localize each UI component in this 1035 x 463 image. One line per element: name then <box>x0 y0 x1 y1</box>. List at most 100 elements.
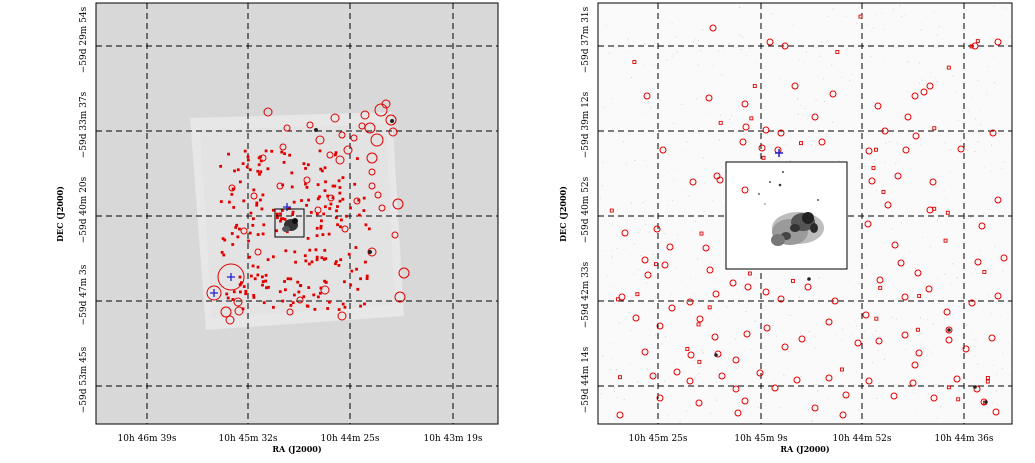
star <box>714 353 718 357</box>
source-marker <box>609 208 614 213</box>
source-marker <box>345 214 348 218</box>
source-marker <box>314 248 318 252</box>
noise-pixel <box>911 153 913 155</box>
noise-pixel <box>1002 352 1004 354</box>
noise-pixel <box>697 258 699 260</box>
noise-pixel <box>666 59 668 61</box>
noise-pixel <box>997 398 999 400</box>
noise-pixel <box>993 56 995 58</box>
noise-pixel <box>680 281 682 283</box>
star <box>390 119 394 123</box>
noise-pixel <box>800 332 802 334</box>
noise-pixel <box>823 326 825 328</box>
noise-pixel <box>664 380 666 382</box>
source-marker <box>236 235 240 239</box>
source-circle <box>296 296 304 304</box>
noise-pixel <box>993 364 995 366</box>
source-circle <box>370 133 384 147</box>
noise-pixel <box>643 64 645 66</box>
source-marker <box>881 189 886 194</box>
noise-pixel <box>702 157 704 159</box>
noise-pixel <box>966 139 968 141</box>
noise-pixel <box>811 144 813 146</box>
noise-pixel <box>646 369 648 371</box>
noise-pixel <box>936 219 938 221</box>
source-marker <box>985 379 990 384</box>
noise-pixel <box>908 339 910 341</box>
source-marker <box>326 194 330 198</box>
noise-pixel <box>805 51 807 53</box>
noise-pixel <box>800 375 802 377</box>
source-marker <box>338 186 342 189</box>
noise-pixel <box>965 421 967 423</box>
source-marker <box>247 239 250 243</box>
noise-pixel <box>798 296 800 298</box>
noise-pixel <box>925 247 927 249</box>
noise-pixel <box>999 316 1001 318</box>
source-marker <box>362 209 366 212</box>
noise-pixel <box>877 350 879 352</box>
noise-pixel <box>790 401 792 403</box>
source-circle <box>865 377 873 385</box>
noise-pixel <box>726 306 728 308</box>
noise-pixel <box>692 77 694 79</box>
noise-pixel <box>686 141 688 143</box>
source-marker <box>932 126 937 131</box>
noise-pixel <box>980 124 982 126</box>
noise-pixel <box>717 369 719 371</box>
noise-pixel <box>615 416 617 418</box>
source-circle <box>632 314 640 322</box>
noise-pixel <box>920 22 922 24</box>
source-marker <box>262 301 266 305</box>
noise-pixel <box>875 13 877 15</box>
source-circle <box>929 178 937 186</box>
noise-pixel <box>659 11 661 13</box>
source-circle <box>368 182 376 190</box>
source-marker <box>264 279 268 283</box>
source-circle <box>914 269 922 277</box>
source-marker <box>271 255 275 259</box>
noise-pixel <box>784 60 786 62</box>
noise-pixel <box>634 160 636 162</box>
noise-pixel <box>940 405 942 407</box>
noise-pixel <box>623 141 625 143</box>
noise-pixel <box>714 280 716 282</box>
noise-pixel <box>696 98 698 100</box>
noise-pixel <box>619 355 621 357</box>
noise-pixel <box>920 29 922 31</box>
noise-pixel <box>790 315 792 317</box>
noise-pixel <box>691 229 693 231</box>
noise-pixel <box>658 275 660 277</box>
noise-pixel <box>979 249 981 251</box>
noise-pixel <box>936 34 938 36</box>
noise-pixel <box>650 106 652 108</box>
noise-pixel <box>640 255 642 257</box>
noise-pixel <box>632 41 634 43</box>
noise-pixel <box>909 251 911 253</box>
noise-pixel <box>961 25 963 27</box>
source-marker <box>275 212 279 216</box>
source-marker <box>238 283 242 287</box>
star <box>314 128 318 132</box>
source-circle <box>865 147 873 155</box>
source-circle <box>673 368 681 376</box>
source-circle <box>829 90 837 98</box>
source-marker <box>355 267 358 271</box>
source-marker <box>233 169 236 173</box>
noise-pixel <box>806 118 808 120</box>
left-ra-tick-labels: 10h 46m 39s 10h 45m 32s 10h 44m 25s 10h 43m… <box>117 434 482 444</box>
source-circle <box>989 129 997 137</box>
noise-pixel <box>858 167 860 169</box>
noise-pixel <box>874 50 876 52</box>
noise-pixel <box>974 346 976 348</box>
source-marker <box>367 227 371 231</box>
source-marker <box>297 290 301 294</box>
cross-marker <box>227 273 235 281</box>
source-circle <box>661 261 669 269</box>
noise-pixel <box>688 195 690 197</box>
noise-pixel <box>803 288 805 290</box>
source-marker <box>354 246 358 249</box>
source-circle <box>978 222 986 230</box>
noise-pixel <box>623 20 625 22</box>
source-marker <box>308 248 312 252</box>
